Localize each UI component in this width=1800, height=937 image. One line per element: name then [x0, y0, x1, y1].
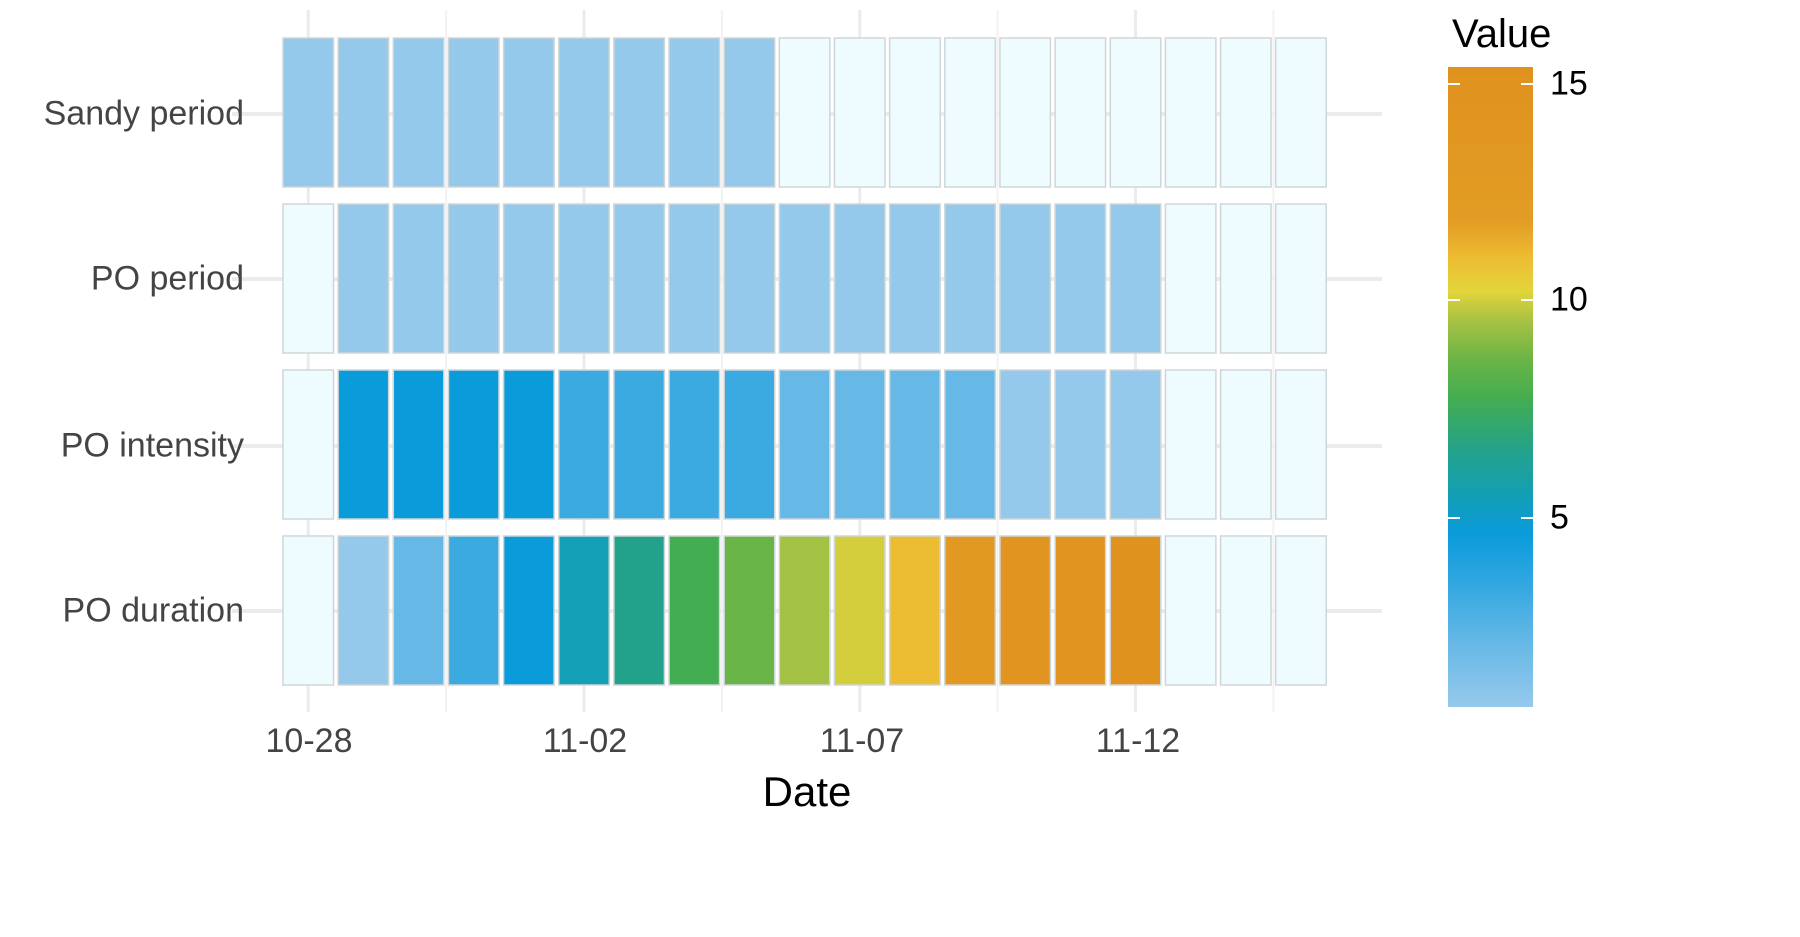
- heatmap-cell: [999, 369, 1052, 520]
- heatmap-cell: [502, 37, 555, 188]
- heatmap-cell: [1164, 369, 1217, 520]
- heatmap-cell: [833, 37, 886, 188]
- heatmap-cell: [392, 37, 445, 188]
- heatmap-cell: [723, 37, 776, 188]
- heatmap-cell: [944, 369, 997, 520]
- x-tick-label: 11-02: [542, 722, 628, 760]
- heatmap-cell: [723, 203, 776, 354]
- heatmap-cell: [502, 369, 555, 520]
- heatmap-cell: [668, 535, 721, 686]
- heatmap-cell: [558, 203, 610, 354]
- heatmap-cell: [999, 37, 1052, 188]
- heatmap-cell: [1164, 535, 1217, 686]
- heatmap-cell: [337, 369, 390, 520]
- heatmap-cell: [392, 535, 445, 686]
- x-tick-label: 11-07: [819, 722, 905, 760]
- heatmap-cell: [999, 535, 1052, 686]
- heatmap-cell: [833, 369, 886, 520]
- heatmap-cell: [1274, 369, 1327, 520]
- heatmap-cell: [778, 203, 831, 354]
- heatmap-cell: [282, 369, 335, 520]
- heatmap-cell: [723, 535, 776, 686]
- heatmap-cell: [337, 535, 390, 686]
- x-tick-label: 10-28: [265, 722, 353, 760]
- heatmap-cell: [668, 37, 721, 188]
- heatmap-cell: [1054, 535, 1107, 686]
- heatmap-cell: [1219, 535, 1272, 686]
- heatmap-cell: [888, 37, 941, 188]
- heatmap-cell: [392, 203, 445, 354]
- heatmap-cell: [447, 37, 500, 188]
- heatmap-cell: [337, 37, 390, 188]
- legend-label-10: 10: [1550, 280, 1588, 319]
- heatmap-cell: [944, 37, 997, 188]
- heatmap-cell: [282, 37, 335, 188]
- heatmap-cell: [1109, 37, 1162, 188]
- heatmap-cell: [447, 369, 500, 520]
- heatmap-cell: [613, 37, 666, 188]
- heatmap-cell: [944, 203, 997, 354]
- heatmap-cell: [447, 535, 500, 686]
- heatmap-cell: [778, 369, 831, 520]
- heatmap-cell: [392, 369, 445, 520]
- colorbar: [1448, 67, 1533, 707]
- y-tick-label-po-intensity: PO intensity: [60, 426, 244, 465]
- heatmap-cell: [1109, 369, 1162, 520]
- heatmap-cell: [613, 535, 666, 686]
- heatmap-cell: [282, 535, 335, 686]
- heatmap-cell: [558, 37, 610, 188]
- x-axis-title: Date: [762, 768, 852, 815]
- heatmap-cell: [888, 203, 941, 354]
- heatmap-cell: [502, 535, 555, 686]
- heatmap-cell: [337, 203, 390, 354]
- heatmap-cell: [944, 535, 997, 686]
- heatmap-cell: [447, 203, 500, 354]
- heatmap-cell: [1164, 37, 1217, 188]
- heatmap-cell: [1219, 369, 1272, 520]
- heatmap-cell: [1109, 535, 1162, 686]
- heatmap-cell: [668, 203, 721, 354]
- heatmap-cell: [558, 369, 610, 520]
- heatmap-cell: [1054, 37, 1107, 188]
- heatmap-cell: [778, 37, 831, 188]
- heatmap-cell: [1109, 203, 1162, 354]
- heatmap-cell: [778, 535, 831, 686]
- heatmap-cell: [613, 369, 666, 520]
- heatmap-cell: [723, 369, 776, 520]
- heatmap-cell: [833, 535, 886, 686]
- heatmap-cell: [1164, 203, 1217, 354]
- y-tick-label-po-period: PO period: [90, 259, 244, 298]
- legend-label-15: 15: [1550, 64, 1588, 103]
- heatmap-cell: [888, 369, 941, 520]
- x-tick-label: 11-12: [1095, 722, 1181, 760]
- legend-label-5: 5: [1550, 498, 1569, 537]
- heatmap-cell: [502, 203, 555, 354]
- heatmap-cell: [1054, 203, 1107, 354]
- heatmap-cell: [1274, 203, 1327, 354]
- heatmap-cell: [613, 203, 666, 354]
- heatmap-cell: [1274, 535, 1327, 686]
- y-tick-label-sandy-period: Sandy period: [43, 94, 244, 133]
- heatmap-cell: [558, 535, 610, 686]
- heatmap-cell: [668, 369, 721, 520]
- heatmap-cell: [1219, 203, 1272, 354]
- heatmap-cell: [1054, 369, 1107, 520]
- heatmap-cell: [999, 203, 1052, 354]
- heatmap-cell: [1219, 37, 1272, 188]
- heatmap-cell: [888, 535, 941, 686]
- heatmap-cell: [1274, 37, 1327, 188]
- heatmap-cell: [833, 203, 886, 354]
- legend-title: Value: [1452, 12, 1552, 56]
- heatmap-cell: [282, 203, 335, 354]
- y-tick-label-po-duration: PO duration: [62, 591, 244, 630]
